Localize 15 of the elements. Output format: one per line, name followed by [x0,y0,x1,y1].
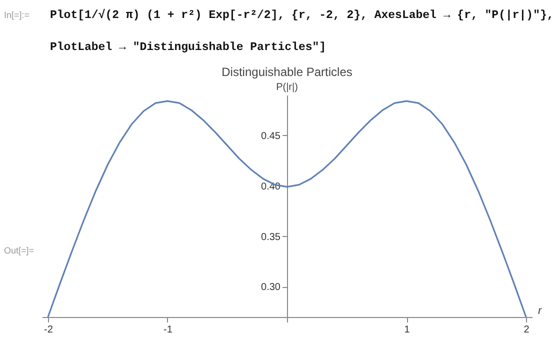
y-tick-label: 0.45 [261,130,281,142]
chart-title: Distinguishable Particles [222,65,352,79]
text: In[=]:= [4,10,30,20]
x-tick-label: -2 [44,324,54,336]
text: PlotLabel → "Distinguishable Particles"] [50,41,326,54]
text: Out[=]= [4,245,34,256]
text: Plot[1/√(2 π) (1 + r²) Exp[-r²/2], {r, -2, 2}, AxesLabel → {r, "P(|r|)"}, [50,8,551,22]
x-tick-label: 2 [524,324,530,336]
x-tick-label: -1 [164,324,173,336]
line-series [47,100,527,318]
y-axis-title: P(|r|) [276,82,298,93]
x-axis-title: r [538,305,543,317]
y-tick-label: 0.30 [261,282,281,294]
y-tick-label: 0.35 [261,232,281,243]
x-tick-label: 1 [404,324,410,336]
